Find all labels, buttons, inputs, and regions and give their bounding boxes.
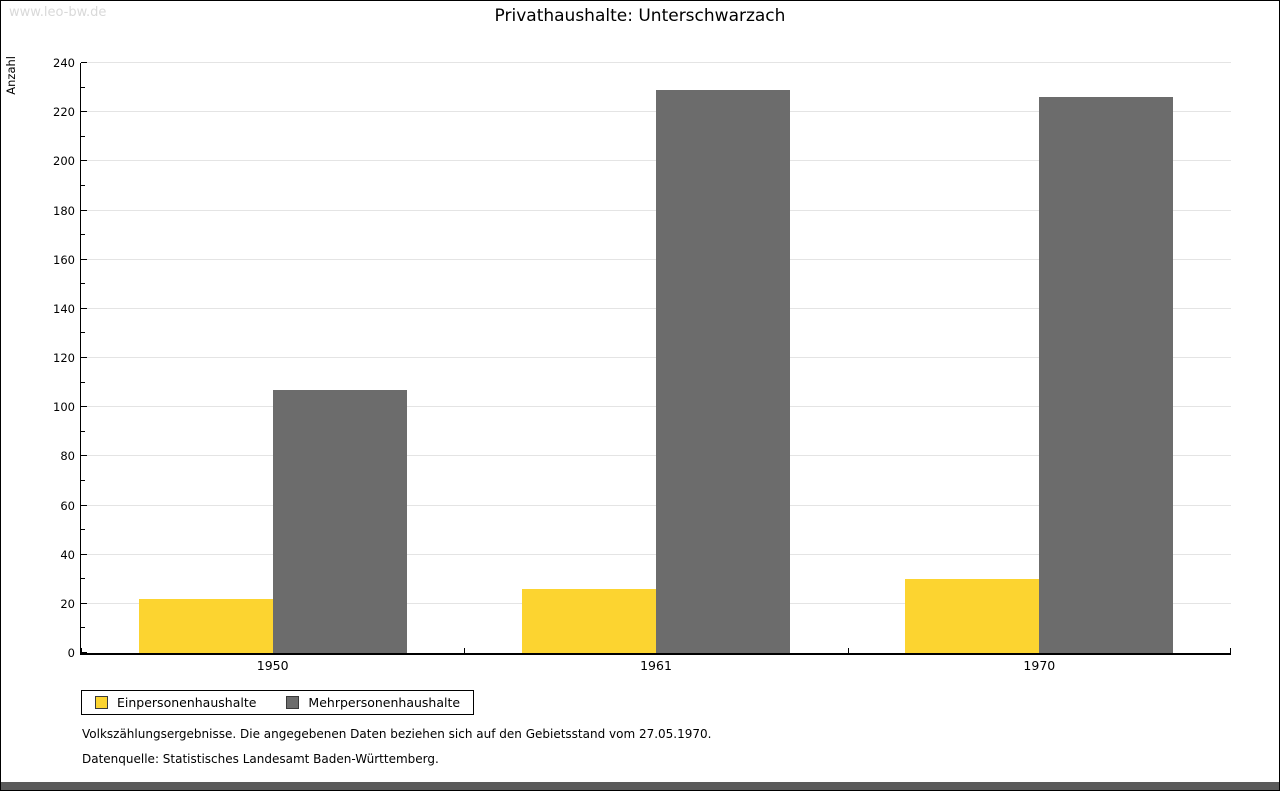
y-tick-label: 100 xyxy=(53,400,75,415)
legend: Einpersonenhaushalte Mehrpersonenhaushal… xyxy=(81,690,475,715)
plot-area: 1950 1961 1970 0 20 40 60 80 100 120 140 160 180 200 2… xyxy=(53,56,1231,673)
bottom-bar xyxy=(1,782,1279,790)
y-tick xyxy=(81,381,85,383)
footnote-data-source: Datenquelle: Statistisches Landesamt Bad… xyxy=(82,752,439,766)
bar-1950-series0 xyxy=(138,598,273,653)
y-tick xyxy=(81,209,87,211)
y-tick xyxy=(81,62,87,63)
y-tick xyxy=(81,529,85,531)
x-tick xyxy=(464,648,466,653)
y-tick xyxy=(81,184,85,186)
y-tick-label: 0 xyxy=(67,646,75,660)
y-tick-label: 60 xyxy=(60,498,75,513)
y-tick xyxy=(81,553,87,555)
x-tick-label: 1950 xyxy=(256,658,289,673)
y-tick xyxy=(81,135,85,137)
y-tick xyxy=(81,627,85,629)
y-tick xyxy=(81,406,87,408)
y-tick-label: 180 xyxy=(53,203,75,218)
legend-swatch-mehrpersonenhaushalte xyxy=(286,696,300,709)
y-tick xyxy=(81,111,87,113)
y-tick-label: 80 xyxy=(60,449,75,464)
watermark: www.leo-bw.de xyxy=(9,5,107,20)
y-tick xyxy=(81,160,87,162)
y-axis-title: Anzahl xyxy=(4,56,18,95)
footnote-census-note: Volkszählungsergebnisse. Die angegebenen… xyxy=(82,727,712,741)
y-tick xyxy=(81,283,85,285)
legend-label-einpersonenhaushalte: Einpersonenhaushalte xyxy=(117,695,257,710)
y-tick xyxy=(81,602,87,604)
bar-1950-series1 xyxy=(272,389,407,653)
y-tick xyxy=(81,652,87,653)
legend-swatch-einpersonenhaushalte xyxy=(95,696,108,709)
y-tick-label: 20 xyxy=(60,596,75,611)
x-tick xyxy=(1230,648,1231,653)
bar-1970-series1 xyxy=(1039,97,1174,653)
bar-1961-series0 xyxy=(522,589,656,653)
chart-title: Privathaushalte: Unterschwarzach xyxy=(494,6,786,26)
gridline xyxy=(81,62,1231,63)
bar-1970-series0 xyxy=(905,579,1040,653)
y-tick xyxy=(81,258,87,260)
y-tick-label: 240 xyxy=(53,56,75,70)
y-tick xyxy=(81,86,85,88)
y-tick xyxy=(81,234,85,236)
y-tick-label: 140 xyxy=(53,301,75,316)
y-tick xyxy=(81,307,87,309)
y-tick xyxy=(81,578,85,580)
y-tick xyxy=(81,455,87,457)
y-tick-label: 160 xyxy=(53,252,75,267)
y-tick-label: 200 xyxy=(53,154,75,169)
legend-label-mehrpersonenhaushalte: Mehrpersonenhaushalte xyxy=(308,695,461,710)
y-tick-label: 120 xyxy=(53,351,75,365)
y-tick xyxy=(81,357,87,358)
x-tick-label: 1961 xyxy=(640,658,672,673)
y-tick-label: 40 xyxy=(60,547,75,562)
bar-1961-series1 xyxy=(656,90,790,653)
y-tick xyxy=(81,504,87,506)
x-tick-label: 1970 xyxy=(1023,658,1056,673)
y-tick xyxy=(81,430,85,432)
y-tick xyxy=(81,332,85,334)
y-tick xyxy=(81,479,85,481)
x-tick xyxy=(847,648,849,653)
y-tick-label: 220 xyxy=(53,105,75,120)
x-tick xyxy=(81,648,82,653)
